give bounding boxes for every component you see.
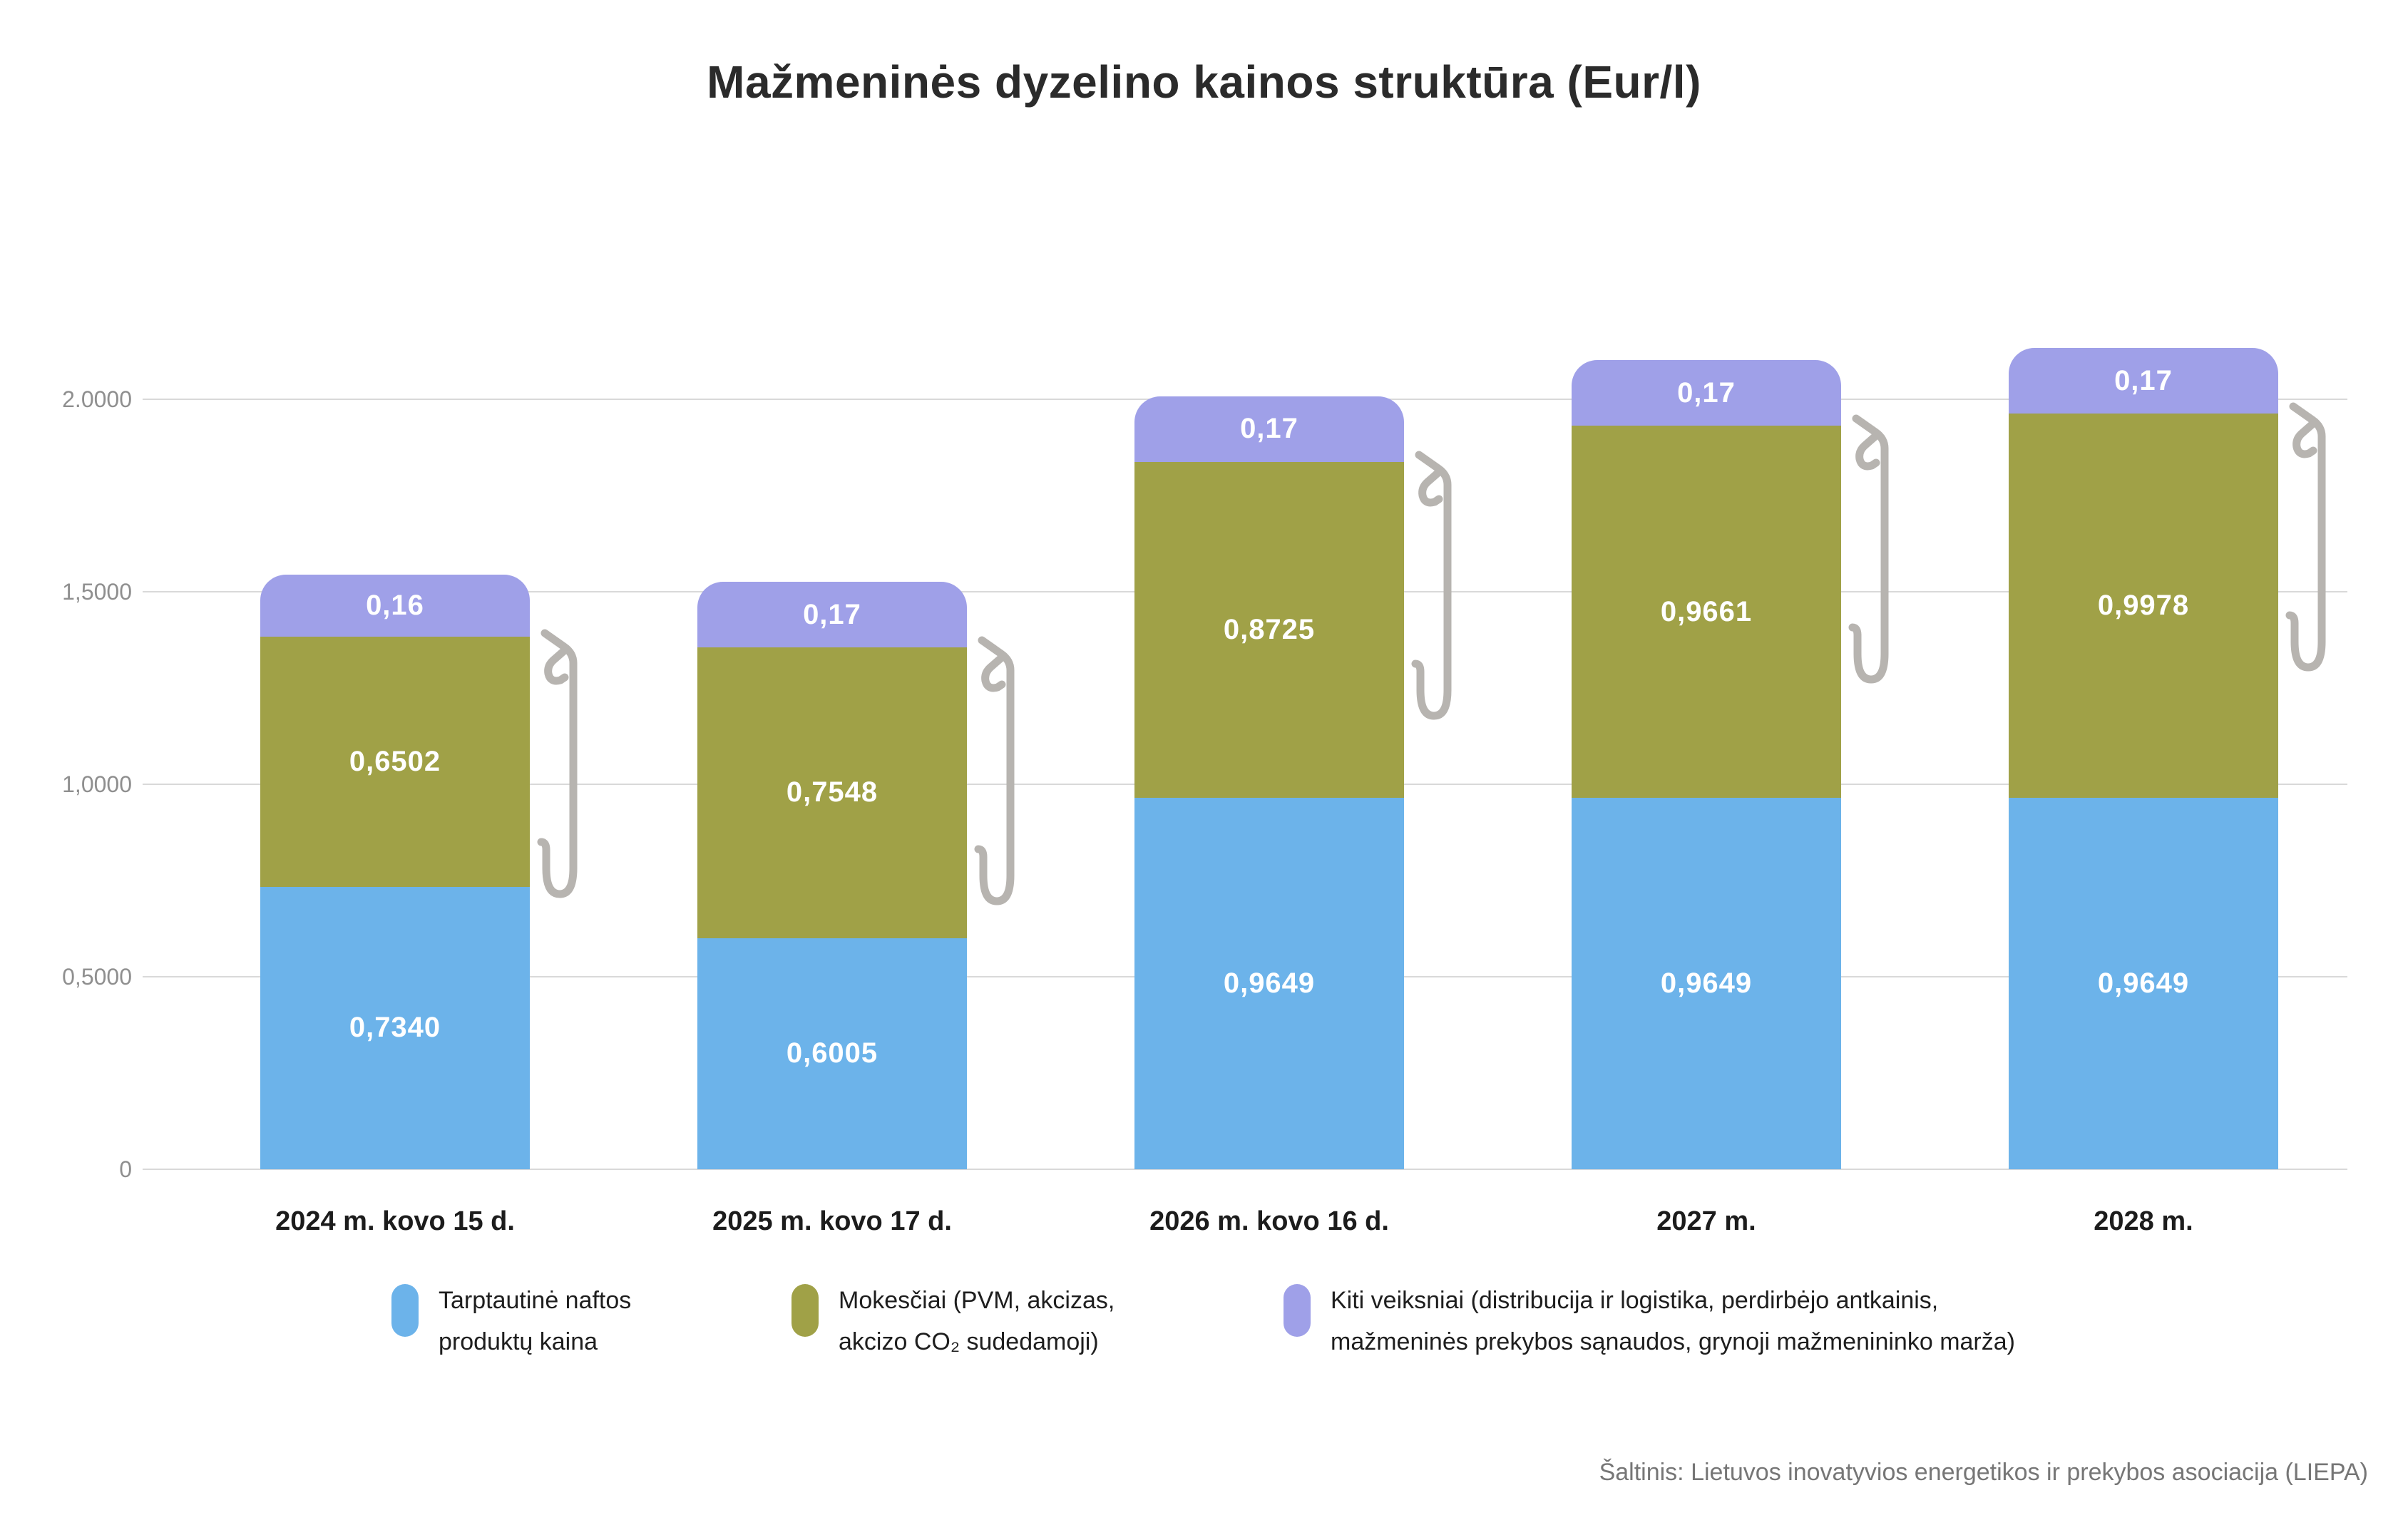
y-axis-tick-label: 0,5000	[62, 964, 132, 990]
fuel-nozzle-icon	[974, 636, 1015, 905]
bar-value-label: 0,17	[2114, 364, 2173, 396]
bar-value-label: 0,6502	[349, 745, 441, 777]
bar-value-label: 0,7340	[349, 1012, 441, 1044]
bar-segment-kiti-veiksniai[interactable]: 0,17	[2009, 348, 2278, 414]
bar-value-label: 0,6005	[786, 1037, 878, 1069]
bar-segment-naftos-kaina[interactable]: 0,7340	[260, 886, 530, 1169]
bar-value-label: 0,7548	[786, 776, 878, 808]
legend-swatch-blue	[391, 1284, 419, 1337]
legend-label: Tarptautinė naftos produktų kaina	[439, 1287, 632, 1355]
bar-value-label: 0,9649	[2097, 967, 2190, 999]
bar-segment-mokesciai[interactable]: 0,9661	[1572, 426, 1841, 798]
bar-stack: 0,16 0,6502 0,7340	[260, 575, 578, 1169]
bar-stack: 0,17 0,9661 0,9649	[1572, 360, 1889, 1169]
bar-segment-naftos-kaina[interactable]: 0,9649	[1134, 797, 1404, 1169]
bar-segment-mokesciai[interactable]: 0,9978	[2009, 414, 2278, 798]
bar-value-label: 0,9661	[1660, 595, 1753, 627]
chart-title: Mažmeninės dyzelino kainos struktūra (Eu…	[707, 56, 1701, 108]
bar-value-label: 0,16	[366, 589, 424, 621]
bar-segment-mokesciai[interactable]: 0,7548	[697, 647, 967, 938]
bar-segment-mokesciai[interactable]: 0,6502	[260, 636, 530, 887]
x-axis-category-label: 2028 m.	[2094, 1206, 2193, 1236]
bar-segment-kiti-veiksniai[interactable]: 0,16	[260, 575, 530, 637]
bar-value-label: 0,9649	[1660, 967, 1753, 999]
bar-value-label: 0,17	[803, 598, 861, 630]
bar-segment-naftos-kaina[interactable]: 0,9649	[2009, 797, 2278, 1169]
bar-column: 0,16 0,6502 0,7340 2024 m. kovo 15 d.	[260, 0, 578, 1540]
source-note: Šaltinis: Lietuvos inovatyvios energetik…	[1599, 1459, 2368, 1486]
x-axis-category-label: 2027 m.	[1656, 1206, 1756, 1236]
gridline	[143, 1169, 2347, 1170]
legend: Tarptautinė naftos produktų kaina Mokesč…	[0, 1280, 2408, 1380]
y-axis-tick-label: 0	[119, 1156, 132, 1182]
bar-stack: 0,17 0,9978 0,9649	[2009, 348, 2326, 1169]
bar-segment-naftos-kaina[interactable]: 0,6005	[697, 938, 967, 1169]
bar-value-label: 0,17	[1240, 413, 1298, 445]
bar-value-label: 0,9978	[2097, 590, 2190, 622]
fuel-nozzle-icon	[537, 629, 578, 898]
bar-column: 0,17 0,8725 0,9649 2026 m. kovo 16 d.	[1134, 0, 1452, 1540]
bar-segment-mokesciai[interactable]: 0,8725	[1134, 461, 1404, 798]
x-axis-category-label: 2024 m. kovo 15 d.	[275, 1206, 515, 1236]
bar-value-label: 0,17	[1677, 376, 1736, 409]
bar-column: 0,17 0,9661 0,9649 2027 m.	[1572, 0, 1889, 1540]
legend-label: Kiti veiksniai (distribucija ir logistik…	[1331, 1287, 2015, 1355]
fuel-nozzle-icon	[2285, 402, 2326, 672]
y-axis-tick-label: 1,5000	[62, 579, 132, 605]
x-axis-category-label: 2026 m. kovo 16 d.	[1149, 1206, 1389, 1236]
fuel-nozzle-icon	[1411, 451, 1452, 720]
y-axis-tick-label: 1,0000	[62, 771, 132, 797]
legend-label: Mokesčiai (PVM, akcizas, akcizo CO₂ sude…	[839, 1287, 1115, 1355]
bar-column: 0,17 0,7548 0,6005 2025 m. kovo 17 d.	[697, 0, 1015, 1540]
legend-item-mokesciai[interactable]: Mokesčiai (PVM, akcizas, akcizo CO₂ sude…	[791, 1280, 1115, 1362]
bar-stack: 0,17 0,8725 0,9649	[1134, 396, 1452, 1169]
bar-column: 0,17 0,9978 0,9649 2028 m.	[2009, 0, 2326, 1540]
bar-segment-naftos-kaina[interactable]: 0,9649	[1572, 797, 1841, 1169]
bar-stack: 0,17 0,7548 0,6005	[697, 582, 1015, 1169]
bar-value-label: 0,8725	[1223, 613, 1316, 645]
bar-segment-kiti-veiksniai[interactable]: 0,17	[1134, 396, 1404, 462]
legend-item-naftos-kaina[interactable]: Tarptautinė naftos produktų kaina	[391, 1280, 631, 1362]
bar-segment-kiti-veiksniai[interactable]: 0,17	[1572, 360, 1841, 426]
y-axis-tick-label: 2.0000	[62, 386, 132, 412]
x-axis-category-label: 2025 m. kovo 17 d.	[712, 1206, 952, 1236]
legend-item-kiti-veiksniai[interactable]: Kiti veiksniai (distribucija ir logistik…	[1284, 1280, 2015, 1362]
legend-swatch-olive	[791, 1284, 819, 1337]
bar-segment-kiti-veiksniai[interactable]: 0,17	[697, 582, 967, 648]
legend-swatch-purple	[1284, 1284, 1311, 1337]
bar-value-label: 0,9649	[1223, 967, 1316, 999]
fuel-nozzle-icon	[1848, 414, 1889, 684]
